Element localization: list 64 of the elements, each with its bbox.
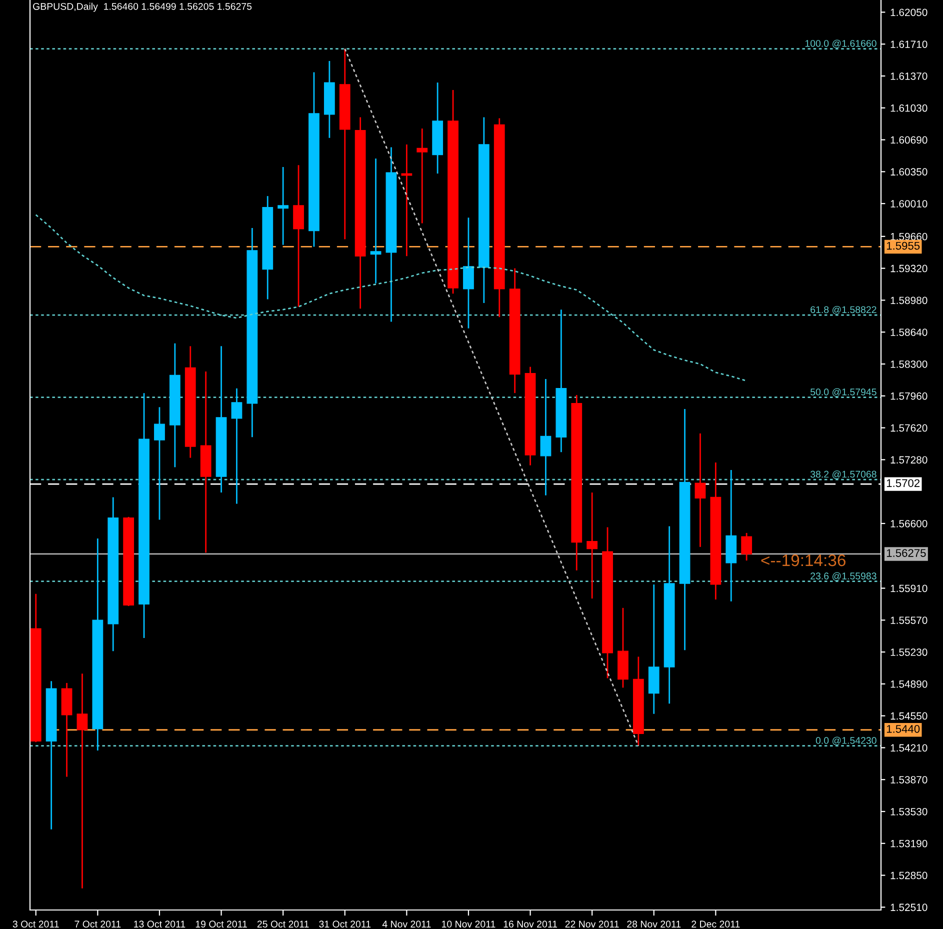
y-tick-label: 1.52510 bbox=[890, 904, 928, 912]
y-tick-label: 1.53870 bbox=[890, 776, 928, 784]
candlestick bbox=[76, 672, 88, 890]
y-tick-label: 1.61030 bbox=[890, 104, 928, 112]
candlestick bbox=[540, 378, 552, 496]
ref-line-label: 38.2 @1.57068 bbox=[810, 470, 876, 479]
x-tick-label: 2 Dec 2011 bbox=[692, 920, 740, 928]
ref-line-label: 1.5440 bbox=[886, 724, 920, 733]
x-tick-label: 25 Oct 2011 bbox=[257, 920, 309, 928]
y-tick-label: 1.59660 bbox=[890, 232, 928, 240]
candlestick bbox=[741, 532, 752, 562]
candlestick bbox=[463, 216, 474, 330]
chart-title: GBPUSD,Daily 1.56460 1.56499 1.56205 1.56275 bbox=[33, 2, 252, 12]
x-tick-label: 13 Oct 2011 bbox=[134, 920, 186, 928]
x-tick-label: 31 Oct 2011 bbox=[319, 920, 371, 928]
ref-line-label: 1.56275 bbox=[886, 549, 926, 557]
y-tick-label: 1.58980 bbox=[890, 296, 928, 304]
y-tick-label: 1.54210 bbox=[890, 744, 928, 752]
candlestick bbox=[416, 128, 428, 224]
ref-line-label: 1.5955 bbox=[886, 242, 920, 250]
y-tick-label: 1.54890 bbox=[890, 680, 928, 688]
y-tick-label: 1.62050 bbox=[890, 8, 928, 16]
y-tick-label: 1.60690 bbox=[890, 136, 928, 144]
y-tick-label: 1.58640 bbox=[890, 328, 928, 336]
candlestick bbox=[231, 388, 242, 504]
candlestick bbox=[293, 164, 304, 308]
x-tick-label: 7 Oct 2011 bbox=[74, 920, 121, 928]
y-tick-label: 1.53530 bbox=[890, 808, 928, 816]
y-tick-label: 1.61710 bbox=[890, 40, 928, 48]
y-tick-label: 1.59320 bbox=[890, 264, 928, 272]
y-tick-label: 1.58300 bbox=[890, 360, 928, 368]
y-tick-label: 1.55230 bbox=[890, 648, 928, 656]
candlestick bbox=[586, 492, 598, 600]
y-tick-label: 1.57620 bbox=[890, 424, 928, 432]
x-tick-label: 4 Nov 2011 bbox=[382, 920, 431, 928]
y-tick-label: 1.60350 bbox=[890, 168, 928, 176]
ref-line-label: 100.0 @1.61660 bbox=[805, 40, 876, 48]
candlestick bbox=[278, 166, 289, 246]
candlestick bbox=[154, 406, 165, 520]
x-tick-label: 22 Nov 2011 bbox=[565, 920, 619, 928]
x-tick-label: 3 Oct 2011 bbox=[12, 920, 59, 928]
y-tick-label: 1.54550 bbox=[890, 712, 928, 720]
y-tick-label: 1.56600 bbox=[890, 520, 928, 528]
candlestick bbox=[370, 158, 382, 284]
y-tick-label: 1.53190 bbox=[890, 840, 928, 848]
y-tick-label: 1.57960 bbox=[890, 392, 928, 400]
y-tick-label: 1.55910 bbox=[890, 584, 928, 592]
y-tick-label: 1.61370 bbox=[890, 72, 928, 80]
y-tick-label: 1.57280 bbox=[890, 456, 928, 464]
ref-line-label: 50.0 @1.57945 bbox=[810, 388, 876, 397]
ref-line-label: 1.5702 bbox=[886, 479, 920, 488]
candlestick bbox=[401, 144, 412, 257]
y-tick-label: 1.60010 bbox=[890, 200, 928, 208]
x-tick-label: 28 Nov 2011 bbox=[627, 920, 681, 928]
ref-line-label: 61.8 @1.58822 bbox=[810, 306, 876, 314]
x-tick-label: 16 Nov 2011 bbox=[504, 920, 558, 928]
ref-line-label: 0.0 @1.54230 bbox=[816, 736, 876, 746]
annotation: <--19:14:36 bbox=[761, 554, 846, 566]
candlestick bbox=[694, 432, 706, 548]
x-tick-label: 19 Oct 2011 bbox=[196, 920, 247, 928]
ref-line-label: 23.6 @1.55983 bbox=[810, 572, 876, 581]
x-tick-label: 10 Nov 2011 bbox=[442, 920, 496, 928]
y-tick-label: 1.52850 bbox=[890, 872, 928, 880]
y-tick-label: 1.55570 bbox=[890, 616, 928, 624]
